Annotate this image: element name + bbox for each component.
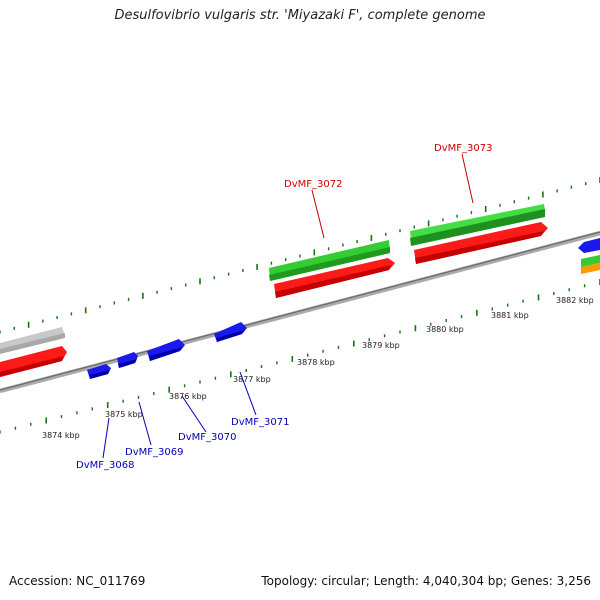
gene-label-dvmf3069: DvMF_3069 <box>125 447 183 458</box>
top-tick-track <box>0 177 600 334</box>
kbp-label-3878: 3878 kbp <box>297 358 335 367</box>
gene-label-dvmf3072: DvMF_3072 <box>284 179 342 190</box>
gene-label-dvmf3071: DvMF_3071 <box>231 417 289 428</box>
leader-lines <box>102 153 474 459</box>
kbp-label-3876: 3876 kbp <box>169 392 207 401</box>
green-feature-dvmf3073 <box>410 204 545 246</box>
kbp-label-3880: 3880 kbp <box>426 325 464 334</box>
gene-label-dvmf3070: DvMF_3070 <box>178 432 236 443</box>
kbp-label-3875: 3875 kbp <box>105 410 143 419</box>
blue-feature-dvmf3071 <box>214 322 247 342</box>
red-feature-dvmf3072 <box>274 258 395 298</box>
kbp-label-3881: 3881 kbp <box>491 311 529 320</box>
blue-feature-dvmf3069 <box>117 352 138 368</box>
genome-title: Desulfovibrio vulgaris str. 'Miyazaki F'… <box>114 8 486 23</box>
kbp-label-3877: 3877 kbp <box>233 375 271 384</box>
genome-backbone <box>0 230 600 394</box>
genome-summary-text: Topology: circular; Length: 4,040,304 bp… <box>261 574 591 588</box>
accession-text: Accession: NC_011769 <box>9 574 146 588</box>
blue-feature-dvmf3070 <box>147 339 185 361</box>
gene-label-dvmf3068: DvMF_3068 <box>76 460 134 471</box>
red-feature-dvmf3073 <box>414 222 548 264</box>
bottom-tick-track <box>0 279 600 434</box>
green-feature-dvmf3072 <box>269 240 390 281</box>
orange-feature-right-edge <box>581 263 600 274</box>
gene-label-dvmf3073: DvMF_3073 <box>434 143 492 154</box>
kbp-label-3882: 3882 kbp <box>556 296 594 305</box>
red-feature-left <box>0 346 67 377</box>
blue-feature-right-edge <box>578 238 600 253</box>
kbp-label-3874: 3874 kbp <box>42 431 80 440</box>
kbp-label-3879: 3879 kbp <box>362 341 400 350</box>
grey-feature <box>0 327 65 354</box>
blue-feature-dvmf3068 <box>87 364 111 379</box>
